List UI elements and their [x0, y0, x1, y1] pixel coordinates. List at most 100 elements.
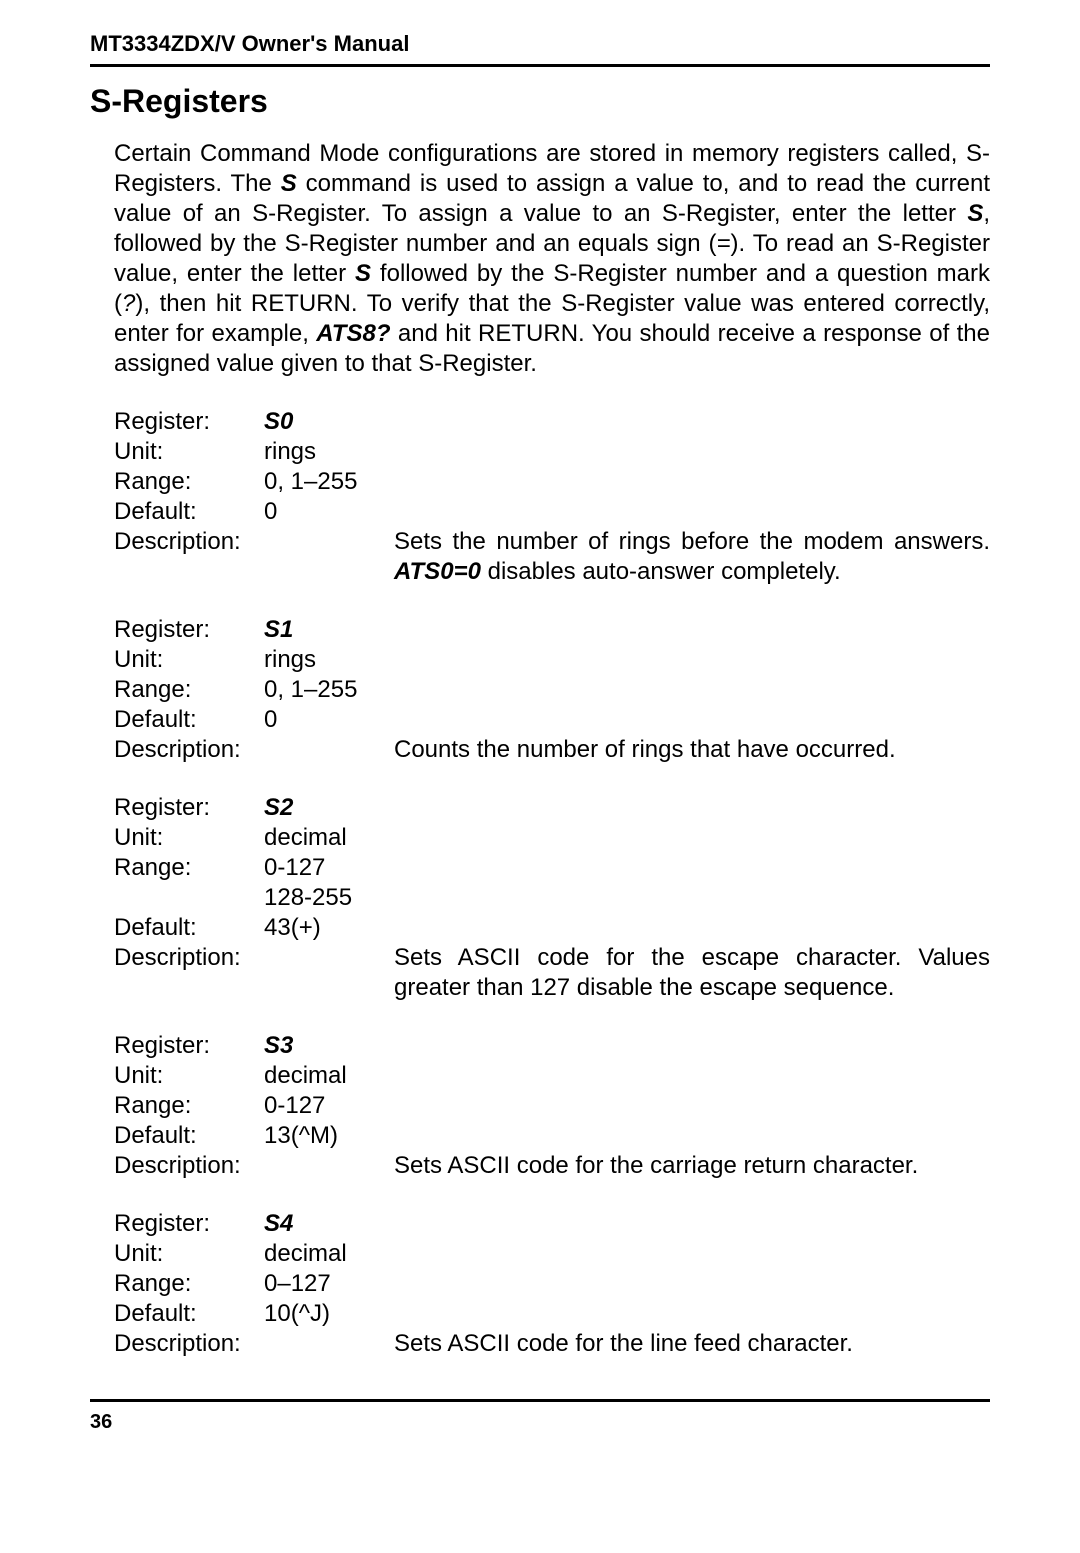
range-value: 0–127 [264, 1269, 394, 1299]
desc-text-a: Sets ASCII code for the escape character… [394, 944, 990, 1001]
description-row: Description:Sets ASCII code for the carr… [114, 1151, 990, 1181]
desc-text-a: Sets ASCII code for the carriage return … [394, 1152, 918, 1179]
description-text: Sets ASCII code for the line feed charac… [394, 1329, 990, 1359]
register-row: Register:S0 [114, 407, 990, 437]
intro-italic-qmark: ? [122, 290, 135, 317]
unit-label: Unit: [114, 437, 264, 467]
register-name: S0 [264, 407, 394, 437]
section-title: S-Registers [90, 81, 990, 121]
register-label: Register: [114, 1209, 264, 1239]
unit-row: Unit:decimal [114, 1239, 990, 1269]
description-row: Description:Sets ASCII code for the esca… [114, 943, 990, 1003]
range-label: Range: [114, 675, 264, 705]
register-block: Register:S1Unit:ringsRange:0, 1–255Defau… [114, 615, 990, 765]
register-name: S3 [264, 1031, 394, 1061]
intro-bold-S-3: S [355, 260, 371, 287]
default-value: 13(^M) [264, 1121, 394, 1151]
default-value: 10(^J) [264, 1299, 394, 1329]
unit-value: rings [264, 645, 394, 675]
description-text: Sets ASCII code for the escape character… [394, 943, 990, 1003]
range-label: Range: [114, 1091, 264, 1121]
unit-value: decimal [264, 1239, 394, 1269]
register-row: Register:S1 [114, 615, 990, 645]
range2-value: 128-255 [264, 883, 394, 913]
header-rule [90, 64, 990, 67]
range-label: Range: [114, 853, 264, 883]
range-value: 0-127 [264, 853, 394, 883]
range-label: Range: [114, 1269, 264, 1299]
default-row: Default:10(^J) [114, 1299, 990, 1329]
range-row: Range:0-127 [114, 1091, 990, 1121]
unit-value: decimal [264, 823, 394, 853]
default-label: Default: [114, 1299, 264, 1329]
unit-value: decimal [264, 1061, 394, 1091]
default-value: 0 [264, 497, 394, 527]
range-value: 0, 1–255 [264, 675, 394, 705]
register-block: Register:S4Unit:decimalRange:0–127Defaul… [114, 1209, 990, 1359]
description-text: Sets the number of rings before the mode… [394, 527, 990, 587]
register-block: Register:S3Unit:decimalRange:0-127Defaul… [114, 1031, 990, 1181]
unit-label: Unit: [114, 645, 264, 675]
unit-row: Unit:rings [114, 437, 990, 467]
register-block: Register:S2Unit:decimalRange:0-127128-25… [114, 793, 990, 1003]
range-row: Range:0–127 [114, 1269, 990, 1299]
footer-rule [90, 1399, 990, 1402]
unit-row: Unit:decimal [114, 1061, 990, 1091]
empty-label [114, 883, 264, 913]
register-label: Register: [114, 1031, 264, 1061]
range-label: Range: [114, 467, 264, 497]
default-value: 43(+) [264, 913, 394, 943]
desc-text-a: Counts the number of rings that have occ… [394, 736, 896, 763]
unit-label: Unit: [114, 823, 264, 853]
unit-row: Unit:decimal [114, 823, 990, 853]
range2-row: 128-255 [114, 883, 990, 913]
register-label: Register: [114, 615, 264, 645]
register-row: Register:S3 [114, 1031, 990, 1061]
default-row: Default:13(^M) [114, 1121, 990, 1151]
range-value: 0-127 [264, 1091, 394, 1121]
default-label: Default: [114, 1121, 264, 1151]
register-row: Register:S2 [114, 793, 990, 823]
range-row: Range:0, 1–255 [114, 467, 990, 497]
register-name: S2 [264, 793, 394, 823]
description-row: Description:Counts the number of rings t… [114, 735, 990, 765]
default-row: Default:0 [114, 497, 990, 527]
range-row: Range:0, 1–255 [114, 675, 990, 705]
intro-paragraph: Certain Command Mode configurations are … [114, 139, 990, 379]
register-name: S4 [264, 1209, 394, 1239]
description-label: Description: [114, 1329, 394, 1359]
range-row: Range:0-127 [114, 853, 990, 883]
description-label: Description: [114, 1151, 394, 1181]
desc-text-b: ATS0=0 [394, 558, 481, 585]
description-row: Description:Sets ASCII code for the line… [114, 1329, 990, 1359]
intro-italic-equals: = [717, 230, 731, 257]
default-value: 0 [264, 705, 394, 735]
intro-bold-S-1: S [281, 170, 297, 197]
register-block: Register:S0Unit:ringsRange:0, 1–255Defau… [114, 407, 990, 587]
desc-text-c: disables auto-answer completely. [481, 558, 841, 585]
intro-bold-ats8: ATS8? [316, 320, 390, 347]
default-row: Default:0 [114, 705, 990, 735]
description-row: Description:Sets the number of rings bef… [114, 527, 990, 587]
register-label: Register: [114, 793, 264, 823]
register-name: S1 [264, 615, 394, 645]
desc-text-a: Sets the number of rings before the mode… [394, 528, 990, 555]
default-label: Default: [114, 913, 264, 943]
register-label: Register: [114, 407, 264, 437]
unit-label: Unit: [114, 1061, 264, 1091]
default-label: Default: [114, 705, 264, 735]
default-row: Default:43(+) [114, 913, 990, 943]
header-title: MT3334ZDX/V Owner's Manual [90, 30, 990, 64]
desc-text-a: Sets ASCII code for the line feed charac… [394, 1330, 853, 1357]
registers-container: Register:S0Unit:ringsRange:0, 1–255Defau… [90, 407, 990, 1359]
unit-label: Unit: [114, 1239, 264, 1269]
range-value: 0, 1–255 [264, 467, 394, 497]
intro-bold-S-2: S [967, 200, 983, 227]
default-label: Default: [114, 497, 264, 527]
description-text: Sets ASCII code for the carriage return … [394, 1151, 990, 1181]
page-number: 36 [90, 1410, 990, 1435]
description-label: Description: [114, 735, 394, 765]
unit-row: Unit:rings [114, 645, 990, 675]
register-row: Register:S4 [114, 1209, 990, 1239]
description-label: Description: [114, 943, 394, 1003]
